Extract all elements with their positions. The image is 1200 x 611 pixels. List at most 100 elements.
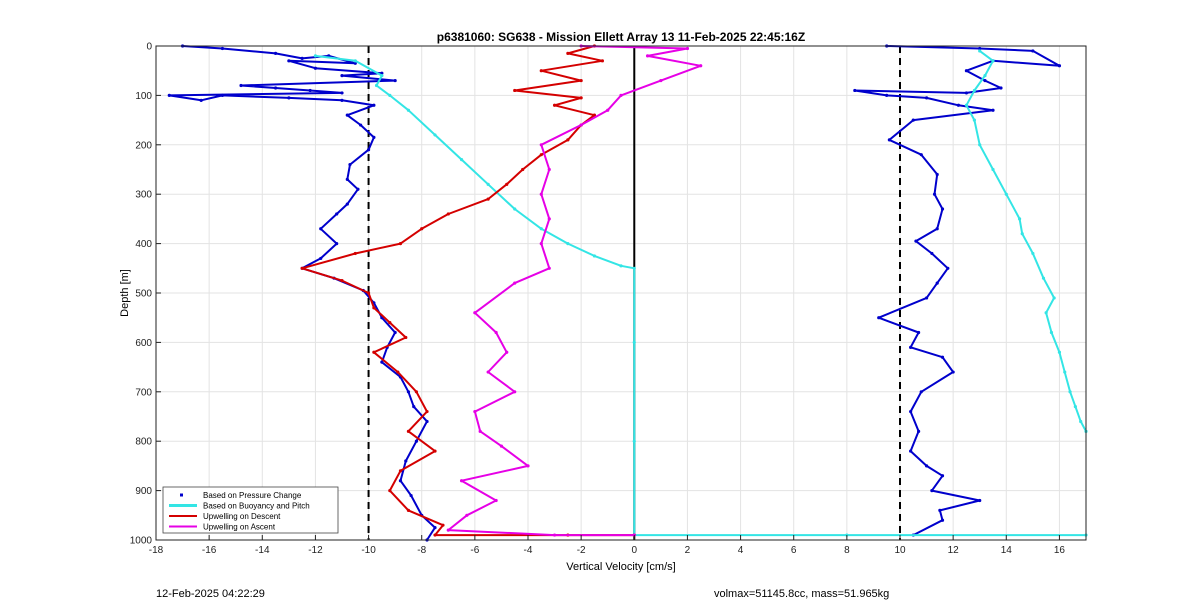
series-point bbox=[964, 91, 969, 95]
x-tick-label: 6 bbox=[791, 545, 797, 556]
series-point bbox=[513, 207, 517, 211]
series-point bbox=[972, 88, 977, 93]
series-point bbox=[300, 56, 304, 60]
x-tick-label: -18 bbox=[149, 545, 164, 556]
series-point bbox=[335, 242, 339, 246]
x-axis-ticks: -18 -16 -14 -12 -10 -8 -6 -4 -2 0 2 4 6 8 10 12 14 16 bbox=[149, 535, 1065, 556]
series-point bbox=[398, 469, 403, 473]
series-point bbox=[539, 242, 543, 246]
series-point bbox=[887, 138, 891, 142]
y-tick-label: 600 bbox=[135, 338, 152, 349]
series-point bbox=[345, 202, 349, 206]
series-point bbox=[938, 508, 942, 512]
x-tick-label: -10 bbox=[361, 545, 376, 556]
series-point bbox=[699, 64, 703, 68]
series-point bbox=[372, 350, 376, 354]
series-point bbox=[579, 123, 583, 127]
y-tick-label: 900 bbox=[135, 486, 152, 497]
series-point bbox=[473, 311, 477, 315]
series-point bbox=[1041, 276, 1046, 280]
y-tick-label: 400 bbox=[135, 239, 152, 250]
y-tick-label: 300 bbox=[135, 190, 152, 201]
series-point bbox=[972, 118, 977, 122]
series-point bbox=[526, 464, 530, 468]
series-point bbox=[940, 207, 945, 211]
series-point bbox=[414, 439, 418, 443]
series-point bbox=[393, 330, 397, 335]
series-point bbox=[459, 158, 464, 162]
y-tick-label: 200 bbox=[135, 140, 152, 151]
series-point bbox=[513, 88, 517, 93]
series-point bbox=[433, 533, 437, 537]
series-point bbox=[909, 345, 913, 349]
series-point bbox=[917, 330, 921, 335]
x-tick-label: 12 bbox=[948, 545, 960, 556]
series-point bbox=[932, 192, 937, 196]
x-tick-label: -4 bbox=[524, 545, 533, 556]
series-point bbox=[414, 390, 418, 394]
series-line bbox=[447, 45, 702, 537]
y-axis-label: Depth [m] bbox=[119, 269, 131, 317]
series-point bbox=[486, 197, 490, 201]
series-point bbox=[1073, 405, 1077, 409]
series-point bbox=[1031, 251, 1035, 256]
series-point bbox=[632, 439, 636, 443]
series-point bbox=[287, 59, 291, 63]
series-point bbox=[1044, 311, 1048, 315]
series-point bbox=[579, 78, 583, 83]
series-point bbox=[345, 113, 349, 117]
series-point bbox=[919, 390, 923, 394]
series-point bbox=[877, 316, 881, 320]
series-3 bbox=[964, 49, 1088, 433]
y-tick-label: 800 bbox=[135, 437, 152, 448]
x-tick-label: -8 bbox=[417, 545, 426, 556]
series-point bbox=[505, 182, 509, 186]
series-point bbox=[441, 523, 445, 527]
series-point bbox=[396, 370, 400, 374]
series-point bbox=[404, 459, 408, 463]
series-point bbox=[521, 167, 525, 172]
series-point bbox=[167, 93, 171, 97]
footer-timestamp: 12-Feb-2025 04:22:29 bbox=[156, 588, 265, 600]
series-point bbox=[433, 133, 437, 137]
series-point bbox=[513, 390, 517, 394]
series-point bbox=[1063, 370, 1067, 374]
series-point bbox=[340, 279, 344, 283]
series-point bbox=[313, 66, 318, 70]
y-tick-label: 700 bbox=[135, 387, 152, 398]
series-point bbox=[1049, 330, 1054, 335]
series-point bbox=[459, 479, 464, 483]
series-point bbox=[885, 93, 889, 97]
series-point bbox=[380, 360, 384, 364]
series-point bbox=[940, 474, 945, 478]
series-line bbox=[853, 45, 1061, 536]
footer-volume-mass: volmax=51145.8cc, mass=51.965kg bbox=[714, 588, 890, 600]
series-point bbox=[220, 93, 225, 97]
series-point bbox=[619, 93, 623, 97]
series-point bbox=[853, 88, 857, 93]
series-point bbox=[566, 138, 570, 142]
series-point bbox=[552, 533, 557, 537]
series-point bbox=[335, 212, 339, 216]
series-point bbox=[659, 78, 663, 83]
series-point bbox=[348, 162, 352, 167]
series-point bbox=[917, 429, 921, 433]
series-point bbox=[353, 251, 357, 256]
series-point bbox=[940, 518, 945, 522]
series-point bbox=[300, 266, 304, 270]
series-point bbox=[359, 123, 363, 127]
series-point bbox=[619, 264, 623, 268]
series-point bbox=[1079, 419, 1083, 424]
x-tick-label: -14 bbox=[255, 545, 270, 556]
series-point bbox=[486, 182, 490, 186]
series-point bbox=[983, 78, 987, 83]
series-point bbox=[600, 59, 605, 63]
series-point bbox=[513, 281, 517, 285]
legend-label: Based on Buoyancy and Pitch bbox=[203, 502, 310, 511]
series-point bbox=[220, 46, 225, 51]
legend-label: Upwelling on Descent bbox=[203, 512, 281, 521]
series-point bbox=[473, 409, 477, 414]
series-point bbox=[446, 528, 450, 532]
y-tick-label: 0 bbox=[146, 42, 152, 53]
series-point bbox=[366, 148, 371, 152]
